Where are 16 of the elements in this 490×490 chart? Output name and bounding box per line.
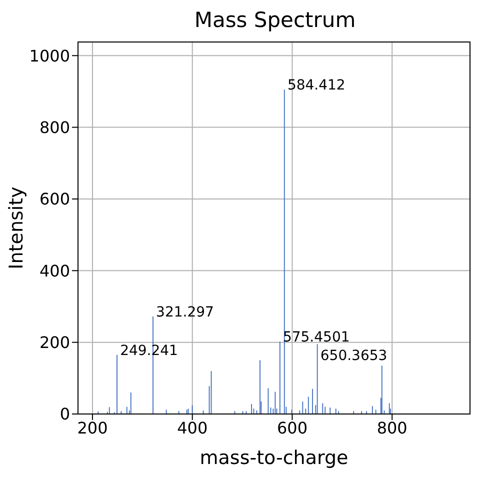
annotation: 650.3653 <box>320 348 388 364</box>
x-tick-label: 400 <box>177 418 208 438</box>
y-tick-label: 800 <box>39 118 70 137</box>
y-tick-label: 1000 <box>29 46 70 66</box>
y-tick-label: 200 <box>39 333 70 352</box>
y-axis-title: Intensity <box>6 186 28 270</box>
x-tick-label: 800 <box>376 418 408 438</box>
annotation: 584.412 <box>287 78 346 94</box>
y-tick-label: 400 <box>39 261 70 280</box>
chart-title: Mass Spectrum <box>193 8 357 34</box>
x-tick-label: 200 <box>77 418 108 438</box>
x-tick-label: 600 <box>276 418 308 438</box>
y-tick-label: 600 <box>39 190 70 209</box>
y-tick-label: 0 <box>60 404 70 424</box>
x-axis-title: mass-to-charge <box>200 447 348 469</box>
annotation: 321.297 <box>156 304 214 321</box>
